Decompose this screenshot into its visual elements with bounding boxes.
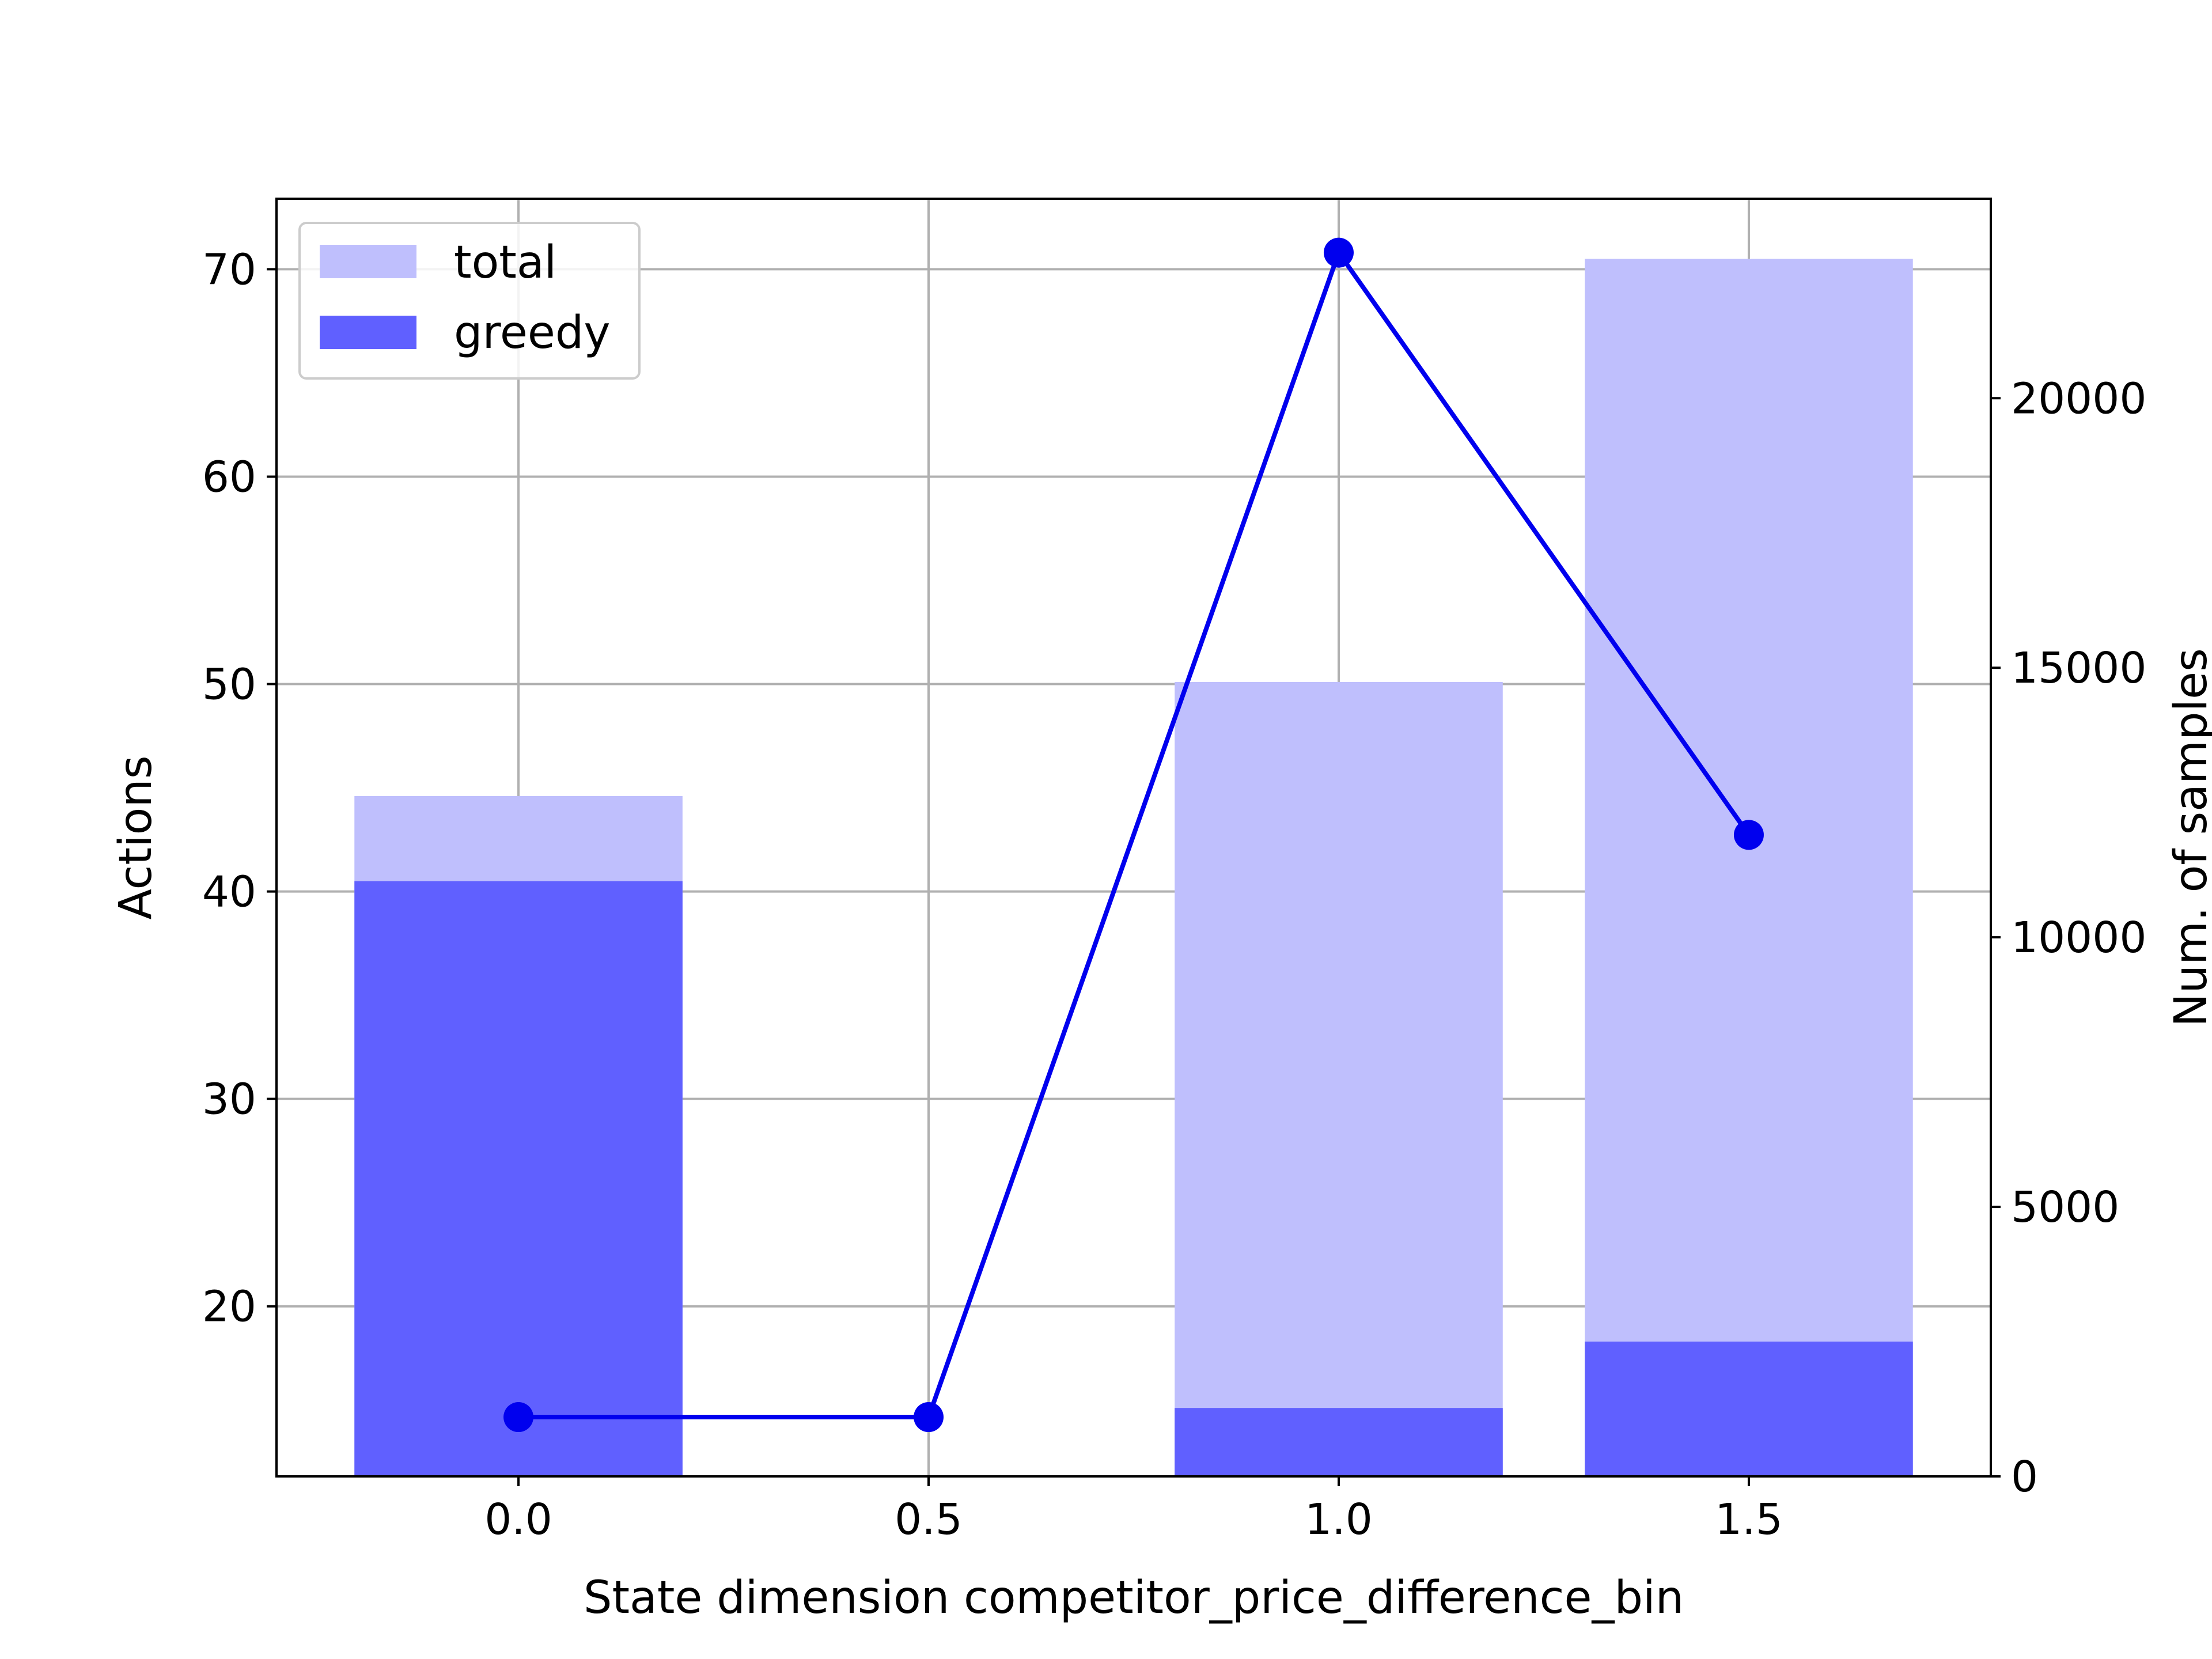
x-tick-label: 0.0 [484,1495,552,1544]
legend-label-total: total [454,237,556,289]
y-tick-label: 70 [202,245,256,294]
bar-greedy [1175,1408,1503,1476]
legend-swatch-total [320,245,416,278]
y2-tick-label: 20000 [2011,374,2146,423]
y2-tick-label: 10000 [2011,913,2146,963]
line-point [1323,237,1354,268]
line-series [503,237,1764,1433]
x-tick-label: 1.5 [1715,1495,1783,1544]
x-axis-label: State dimension competitor_price_differe… [584,1572,1684,1624]
y-tick-label: 40 [202,868,256,917]
line-samples [518,250,1751,1420]
ticks: 0.0 0.5 1.0 1.5 20 30 40 50 60 70 0 5000 10000 15000 2… [202,245,2147,1544]
y-tick-label: 50 [202,660,256,710]
bar-total [1585,259,1913,1476]
line-point [914,1402,944,1433]
y2-tick-label: 0 [2011,1452,2038,1502]
bar-total [1175,681,1503,1476]
y2-tick-label: 15000 [2011,643,2146,693]
plot-frame [275,198,1992,1478]
bar-greedy [354,881,683,1476]
x-tick-label: 1.0 [1305,1495,1373,1544]
y-axis-label: Actions [110,756,162,920]
line-point [1733,820,1764,850]
y-tick-label: 20 [202,1282,256,1332]
y-tick-label: 30 [202,1075,256,1124]
x-tick-label: 0.5 [895,1495,963,1544]
bar-greedy [1585,1341,1913,1476]
legend-swatch-greedy [320,316,416,349]
bars [354,259,1913,1476]
y-tick-label: 60 [202,452,256,502]
y2-axis-label: Num. of samples [2165,648,2212,1027]
legend: total greedy [298,222,641,380]
line-point [503,1402,534,1433]
legend-label-greedy: greedy [454,307,611,359]
y2-tick-label: 5000 [2011,1183,2119,1232]
